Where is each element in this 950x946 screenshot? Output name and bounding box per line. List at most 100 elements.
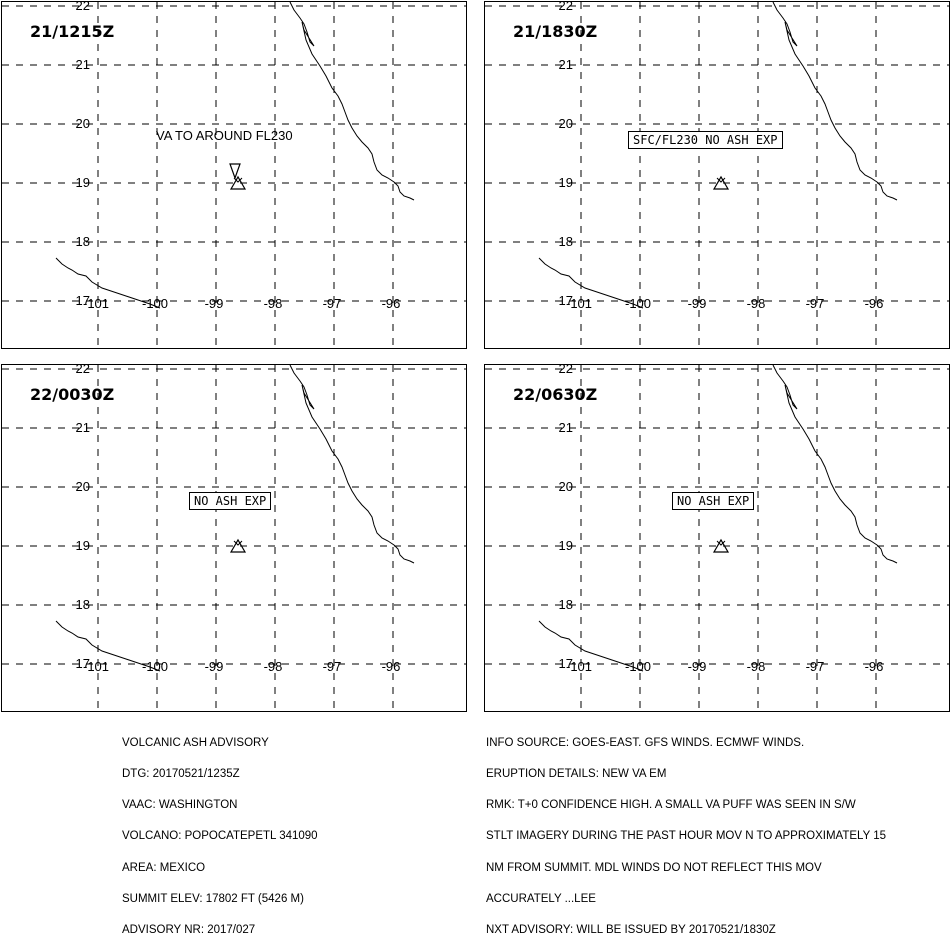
grid-lines [485,365,949,711]
latitude-label: 20 [558,116,573,131]
longitude-label: -98 [263,296,283,311]
advisory-line: SUMMIT ELEV: 17802 FT (5426 M) [122,892,304,905]
volcano-icon [712,538,730,553]
ash-status-box: NO ASH EXP [189,492,272,510]
latitude-label: 21 [75,57,90,72]
ash-note: VA TO AROUND FL230 [156,128,293,143]
longitude-label: -100 [141,296,169,311]
advisory-remarks-block: INFO SOURCE: GOES-EAST. GFS WINDS. ECMWF… [486,717,886,946]
panel-time-label: 22/0630Z [513,385,598,404]
grid-lines [2,2,466,348]
latitude-label: 19 [75,175,90,190]
longitude-label: -101 [565,659,593,674]
volcano-plume-icon [233,177,243,183]
advisory-line: ERUPTION DETAILS: NEW VA EM [486,768,667,781]
latitude-label: 18 [75,234,90,249]
advisory-line: NXT ADVISORY: WILL BE ISSUED BY 20170521… [486,924,776,937]
longitude-label: -97 [805,659,825,674]
advisory-line: ACCURATELY ...LEE [486,892,596,905]
longitude-label: -100 [624,296,652,311]
longitude-label: -100 [624,659,652,674]
coastline-gulf [772,2,898,201]
advisory-line: VAAC: WASHINGTON [122,799,238,812]
latitude-label: 19 [558,538,573,553]
map-grid-and-coastline [485,365,949,711]
grid-lines [2,365,466,711]
advisory-line: INFO SOURCE: GOES-EAST. GFS WINDS. ECMWF… [486,736,805,749]
longitude-label: -97 [322,659,342,674]
map-grid-and-coastline [2,2,466,348]
latitude-label: 18 [558,234,573,249]
latitude-label: 21 [558,57,573,72]
volcano-plume-icon [716,177,726,183]
panel-time-label: 22/0030Z [30,385,115,404]
latitude-label: 21 [75,420,90,435]
advisory-line: RMK: T+0 CONFIDENCE HIGH. A SMALL VA PUF… [486,799,856,812]
longitude-label: -99 [687,296,707,311]
panel-time-label: 21/1830Z [513,22,598,41]
latitude-label: 20 [75,479,90,494]
longitude-label: -98 [263,659,283,674]
map-grid-and-coastline [485,2,949,348]
coastline-gulf [772,365,898,564]
latitude-label: 20 [75,116,90,131]
latitude-label: 17 [558,293,573,308]
panel-time-label: 21/1215Z [30,22,115,41]
longitude-label: -100 [141,659,169,674]
latitude-label: 21 [558,420,573,435]
advisory-line: AREA: MEXICO [122,861,206,874]
latitude-label: 20 [558,479,573,494]
advisory-line: DTG: 20170521/1235Z [122,768,240,781]
longitude-label: -98 [746,659,766,674]
advisory-line: VOLCANO: POPOCATEPETL 341090 [122,830,318,843]
latitude-label: 17 [75,656,90,671]
ash-area-polygon [229,163,241,180]
coastline-pacific [538,257,644,309]
advisory-line: VOLCANIC ASH ADVISORY [122,736,269,749]
longitude-label: -99 [204,659,224,674]
latitude-label: 22 [75,364,90,376]
longitude-label: -101 [565,296,593,311]
longitude-label: -101 [82,296,110,311]
longitude-label: -101 [82,659,110,674]
latitude-label: 22 [558,1,573,13]
latitude-label: 19 [75,538,90,553]
latitude-label: 18 [75,597,90,612]
volcano-plume-icon [233,540,243,546]
advisory-line: NM FROM SUMMIT. MDL WINDS DO NOT REFLECT… [486,861,822,874]
coastline-pacific [538,620,644,672]
coastline-gulf [289,2,415,201]
latitude-label: 17 [558,656,573,671]
ash-status-box: SFC/FL230 NO ASH EXP [628,131,783,149]
volcano-icon [712,175,730,190]
latitude-label: 18 [558,597,573,612]
longitude-label: -97 [322,296,342,311]
forecast-panel-1: 21/1215Z VA TO AROUND FL230 22 21 20 19 18 17… [1,1,467,349]
advisory-line: STLT IMAGERY DURING THE PAST HOUR MOV N … [486,830,887,843]
longitude-label: -96 [864,659,884,674]
advisory-line: ADVISORY NR: 2017/027 [122,924,256,937]
coastline-pacific [55,257,161,309]
coastline-gulf [289,365,415,564]
longitude-label: -96 [381,659,401,674]
ash-status-box: NO ASH EXP [672,492,755,510]
longitude-label: -99 [687,659,707,674]
volcano-icon [229,538,247,553]
longitude-label: -97 [805,296,825,311]
longitude-label: -96 [381,296,401,311]
latitude-label: 22 [558,364,573,376]
latitude-label: 17 [75,293,90,308]
grid-lines [485,2,949,348]
advisory-header-block: VOLCANIC ASH ADVISORY DTG: 20170521/1235… [122,717,318,946]
longitude-label: -98 [746,296,766,311]
longitude-label: -99 [204,296,224,311]
forecast-panel-3: 22/0030Z NO ASH EXP 22 21 20 19 18 17 -101 -100… [1,364,467,712]
volcano-plume-icon [716,540,726,546]
latitude-label: 19 [558,175,573,190]
map-grid-and-coastline [2,365,466,711]
volcano-icon [229,175,247,190]
forecast-panel-4: 22/0630Z NO ASH EXP 22 21 20 19 18 17 -101 -100… [484,364,950,712]
coastline-pacific [55,620,161,672]
forecast-panel-2: 21/1830Z SFC/FL230 NO ASH EXP 22 21 20 19 18… [484,1,950,349]
latitude-label: 22 [75,1,90,13]
